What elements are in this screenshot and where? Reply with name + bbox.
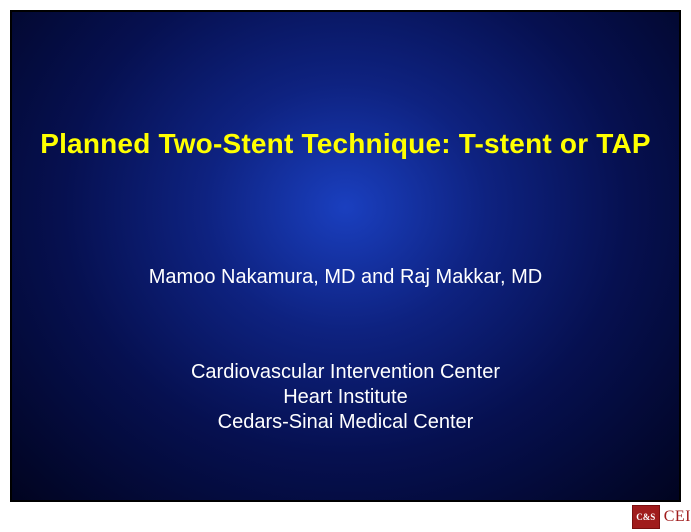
affiliation-line: Cedars-Sinai Medical Center: [12, 410, 679, 435]
affiliation-line: Cardiovascular Intervention Center: [12, 360, 679, 385]
footer-logo: C&S CEI: [632, 502, 691, 532]
presentation-slide: Planned Two-Stent Technique: T-stent or …: [10, 10, 681, 502]
logo-text: CEI: [664, 508, 691, 526]
slide-authors: Mamoo Nakamura, MD and Raj Makkar, MD: [12, 266, 679, 289]
page-frame: Planned Two-Stent Technique: T-stent or …: [0, 0, 691, 532]
slide-title: Planned Two-Stent Technique: T-stent or …: [12, 128, 679, 160]
slide-affiliation: Cardiovascular Intervention Center Heart…: [12, 360, 679, 435]
logo-badge-icon: C&S: [632, 505, 660, 529]
affiliation-line: Heart Institute: [12, 385, 679, 410]
